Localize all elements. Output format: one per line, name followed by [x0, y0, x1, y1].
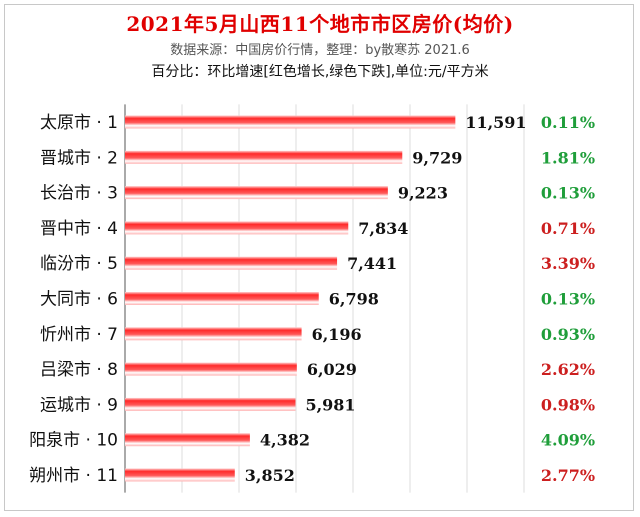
value-label: 11,591: [465, 113, 526, 132]
bar: [125, 256, 338, 270]
bar: [125, 292, 319, 305]
change-label: 2.77%: [541, 466, 595, 485]
change-label: 4.09%: [541, 431, 595, 450]
value-label: 7,441: [347, 254, 397, 273]
chart-title: 2021年5月山西11个地市市区房价(均价): [126, 12, 514, 36]
bar: [125, 433, 250, 447]
category-label: 长治市 · 3: [40, 184, 118, 204]
category-label: 大同市 · 6: [40, 290, 118, 310]
chart-frame: [4, 4, 634, 511]
change-label: 0.93%: [541, 325, 595, 344]
bar: [125, 327, 302, 341]
change-label: 0.98%: [541, 395, 595, 414]
category-label: 太原市 · 1: [40, 113, 118, 133]
bar: [125, 362, 297, 376]
change-label: 0.13%: [541, 290, 595, 309]
category-label: 吕梁市 · 8: [40, 360, 118, 380]
change-label: 0.11%: [541, 113, 595, 132]
value-label: 3,852: [245, 466, 295, 485]
change-label: 0.71%: [541, 219, 595, 238]
category-label: 忻州市 · 7: [40, 325, 118, 345]
change-label: 0.13%: [541, 184, 595, 203]
category-label: 阳泉市 · 10: [29, 431, 118, 451]
value-label: 6,798: [329, 290, 379, 309]
value-label: 4,382: [260, 431, 310, 450]
value-label: 9,729: [412, 148, 462, 167]
value-label: 5,981: [305, 395, 355, 414]
change-label: 3.39%: [541, 254, 595, 273]
value-label: 7,834: [358, 219, 408, 238]
category-label: 晋城市 · 2: [40, 148, 118, 168]
bar: [125, 115, 456, 129]
legend-note: 百分比：环比增速[红色增长,绿色下跌],单位:元/平方米: [151, 64, 489, 80]
change-label: 1.81%: [541, 148, 595, 167]
bar: [125, 468, 235, 482]
value-label: 9,223: [398, 184, 448, 203]
category-label: 运城市 · 9: [40, 395, 118, 415]
category-label: 朔州市 · 11: [29, 466, 118, 486]
bar: [125, 221, 349, 235]
change-label: 2.62%: [541, 360, 595, 379]
change-labels: 0.11% 1.81% 0.13% 0.71% 3.39% 0.13% 0.93% 2.62%…: [541, 113, 595, 485]
value-label: 6,029: [307, 360, 357, 379]
category-labels: 太原市 · 1 晋城市 · 2 长治市 · 3 晋中市 · 4 临汾市 · 5 大同市 ·…: [29, 113, 118, 486]
bars: [125, 115, 456, 482]
category-label: 临汾市 · 5: [40, 254, 118, 274]
category-label: 晋中市 · 4: [40, 219, 118, 239]
bar: [125, 150, 403, 164]
data-source-note: 数据来源：中国房价行情，整理：by散寒苏 2021.6: [170, 43, 470, 58]
value-label: 6,196: [312, 325, 362, 344]
bar: [125, 186, 388, 200]
bar: [125, 397, 296, 411]
